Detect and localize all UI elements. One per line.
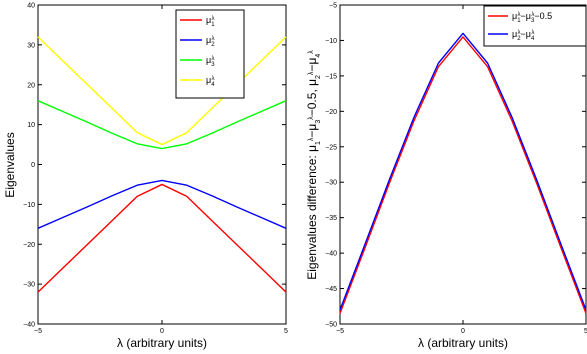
y-tick-label: −20: [325, 109, 337, 116]
series-line-4: [37, 36, 287, 146]
series-line-1: [37, 183, 287, 293]
y-tick-label: −10: [23, 202, 35, 209]
plot-area-frame: [339, 4, 587, 325]
y-axis-label: Eigenvalues difference: μ1λ−μ3λ−0.5, μ2λ…: [305, 50, 322, 280]
y-tick-label: 0: [31, 162, 35, 169]
x-axis-label: λ (arbitrary units): [418, 336, 508, 350]
x-tick-label: 5: [284, 328, 288, 335]
legend-label: μ1λ−μ3λ−0.5: [512, 11, 552, 24]
y-tick-label: −10: [325, 38, 337, 45]
legend-box: [175, 9, 245, 99]
y-tick-label: −50: [325, 322, 337, 329]
plot-area-frame: [37, 4, 287, 325]
axis-ticks: −5 0 5−50−45−40−35−30−25−20−15−10−5: [325, 3, 587, 336]
x-tick-label: 5: [584, 328, 587, 335]
legend-label: μ1λ: [206, 15, 215, 28]
series-lines: [37, 36, 287, 293]
y-tick-label: −15: [325, 73, 337, 80]
legend-label: μ2λ−μ4λ: [512, 29, 535, 42]
eigenvalue-difference-chart: −5 0 5−50−45−40−35−30−25−20−15−10−5 λ (arb…: [305, 3, 587, 351]
legend: μ1λ μ2λ μ3λ μ4λ: [175, 9, 245, 99]
eigenvalues-chart: −5 0 5 −40 −30 −20 −10 0 10 20 30 40 λ (arbitrary u…: [3, 3, 288, 351]
axis-ticks: −5 0 5 −40 −30 −20 −10 0 10 20 30 40: [23, 3, 288, 336]
x-tick-label: −5: [34, 328, 42, 335]
legend-label: μ3λ: [206, 55, 215, 68]
y-axis-label: Eigenvalues: [3, 132, 17, 197]
y-tick-label: −25: [325, 144, 337, 151]
x-tick-label: 0: [461, 328, 465, 335]
legend-box: [483, 5, 587, 47]
y-tick-label: −20: [23, 242, 35, 249]
legend: μ1λ−μ3λ−0.5 μ2λ−μ4λ: [483, 5, 587, 47]
y-tick-label: −30: [23, 282, 35, 289]
y-tick-label: 20: [27, 82, 35, 89]
legend-label: μ2λ: [206, 35, 215, 48]
y-tick-label: −30: [325, 180, 337, 187]
y-tick-label: −35: [325, 215, 337, 222]
y-tick-label: −40: [23, 322, 35, 329]
y-tick-label: −5: [329, 3, 337, 10]
series-line-2: [339, 32, 587, 311]
series-lines: [339, 32, 587, 314]
legend-label: μ4λ: [206, 75, 215, 88]
x-axis-label: λ (arbitrary units): [117, 336, 207, 350]
series-line-2: [37, 179, 287, 229]
y-tick-label: 40: [27, 3, 35, 10]
series-line-3: [37, 100, 287, 150]
y-tick-label: 10: [27, 122, 35, 129]
series-line-1: [339, 36, 587, 314]
x-tick-label: 0: [160, 328, 164, 335]
y-tick-label: 30: [27, 42, 35, 49]
y-tick-label: −40: [325, 251, 337, 258]
y-tick-label: −45: [325, 286, 337, 293]
x-tick-label: −5: [336, 328, 344, 335]
